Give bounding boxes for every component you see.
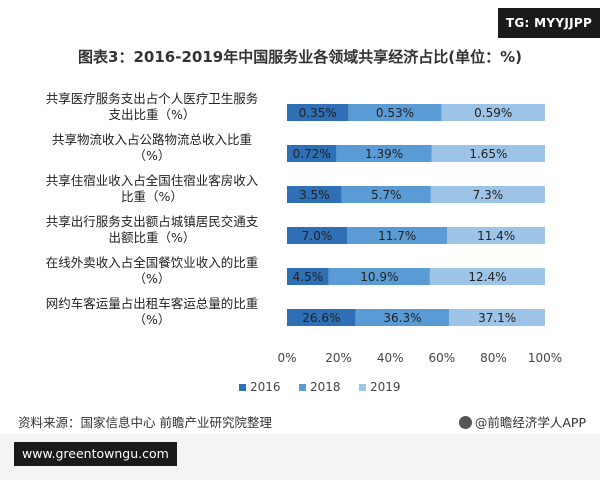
legend-label-2019: 2019 (370, 380, 401, 394)
bar-segment-2018 (336, 145, 432, 162)
bar-segment-2018 (341, 186, 431, 203)
data-labels: 0.35% 0.53% 0.59% 0.72% 1.39% 1.65% 3.5% 5.7% 7.… (293, 106, 517, 325)
legend: 2016 2018 2019 (239, 380, 401, 394)
category-label: 出额比重（%） (109, 230, 196, 245)
category-label: 共享医疗服务支出占个人医疗卫生服务 (46, 91, 259, 106)
data-label: 3.5% (299, 188, 330, 202)
credit-text: @前瞻经济学人APP (474, 415, 586, 430)
legend-label-2016: 2016 (250, 380, 281, 394)
x-tick-label: 80% (480, 351, 507, 365)
data-label: 11.7% (378, 229, 416, 243)
data-label: 0.53% (376, 106, 414, 120)
data-label: 7.3% (473, 188, 504, 202)
bar-segment-2016 (287, 268, 329, 285)
x-axis-ticks: 0% 20% 40% 60% 80% 100% (277, 351, 562, 365)
bar-segment-2019 (429, 268, 545, 285)
source-note: 资料来源：国家信息中心 前瞻产业研究院整理 (18, 415, 272, 430)
bar-segment-2018 (348, 104, 442, 121)
data-label: 7.0% (302, 229, 333, 243)
x-tick-label: 60% (428, 351, 455, 365)
category-label: 在线外卖收入占全国餐饮业收入的比重 (46, 255, 259, 270)
bar-segment-2018 (355, 309, 450, 326)
bar-segment-2016 (287, 309, 356, 326)
data-label: 0.72% (293, 147, 331, 161)
bar-segment-2016 (287, 104, 349, 121)
credit: @前瞻经济学人APP (458, 412, 586, 431)
data-label: 0.35% (299, 106, 337, 120)
category-label: 共享物流收入占公路物流总收入比重 (52, 132, 252, 147)
bar-segment-2019 (431, 145, 545, 162)
data-label: 0.59% (474, 106, 512, 120)
x-tick-label: 100% (528, 351, 562, 365)
data-label: 36.3% (383, 311, 421, 325)
legend-swatch-2016 (239, 384, 246, 391)
data-label: 11.4% (477, 229, 515, 243)
category-label: 比重（%） (121, 189, 183, 204)
bar-segment-2016 (287, 186, 342, 203)
legend-swatch-2019 (359, 384, 366, 391)
category-label: 网约车客运量占出租车客运总量的比重 (46, 296, 259, 311)
data-label: 10.9% (360, 270, 398, 284)
x-tick-label: 40% (377, 351, 404, 365)
data-label: 1.39% (365, 147, 403, 161)
category-label: 共享住宿业收入占全国住宿业客房收入 (46, 173, 259, 188)
category-label: 支出比重（%） (109, 107, 196, 122)
credit-logo-icon (458, 416, 472, 429)
x-tick-label: 0% (277, 351, 296, 365)
url-tag: www.greentowngu.com (14, 442, 177, 466)
legend-swatch-2018 (299, 384, 306, 391)
x-tick-label: 20% (325, 351, 352, 365)
category-label: （%） (134, 271, 171, 286)
data-label: 37.1% (478, 311, 516, 325)
data-label: 26.6% (302, 311, 340, 325)
data-label: 1.65% (469, 147, 507, 161)
bar-segment-2018 (328, 268, 430, 285)
category-label: （%） (134, 148, 171, 163)
bar-segment-2019 (441, 104, 545, 121)
bar-segment-2018 (347, 227, 448, 244)
watermark-tag: TG: MYYJJPP (498, 8, 600, 38)
data-label: 12.4% (468, 270, 506, 284)
chart-title: 图表3：2016-2019年中国服务业各领域共享经济占比(单位：%) (78, 48, 522, 66)
bar-segment-2019 (449, 309, 545, 326)
data-label: 4.5% (293, 270, 324, 284)
bar-segment-2019 (430, 186, 545, 203)
legend-label-2018: 2018 (310, 380, 341, 394)
bar-segment-2019 (447, 227, 545, 244)
data-label: 5.7% (371, 188, 402, 202)
bar-segment-2016 (287, 145, 337, 162)
category-label: （%） (134, 312, 171, 327)
category-label: 共享出行服务支出额占城镇居民交通支 (46, 214, 259, 229)
bar-group (287, 104, 545, 326)
bar-segment-2016 (287, 227, 347, 244)
